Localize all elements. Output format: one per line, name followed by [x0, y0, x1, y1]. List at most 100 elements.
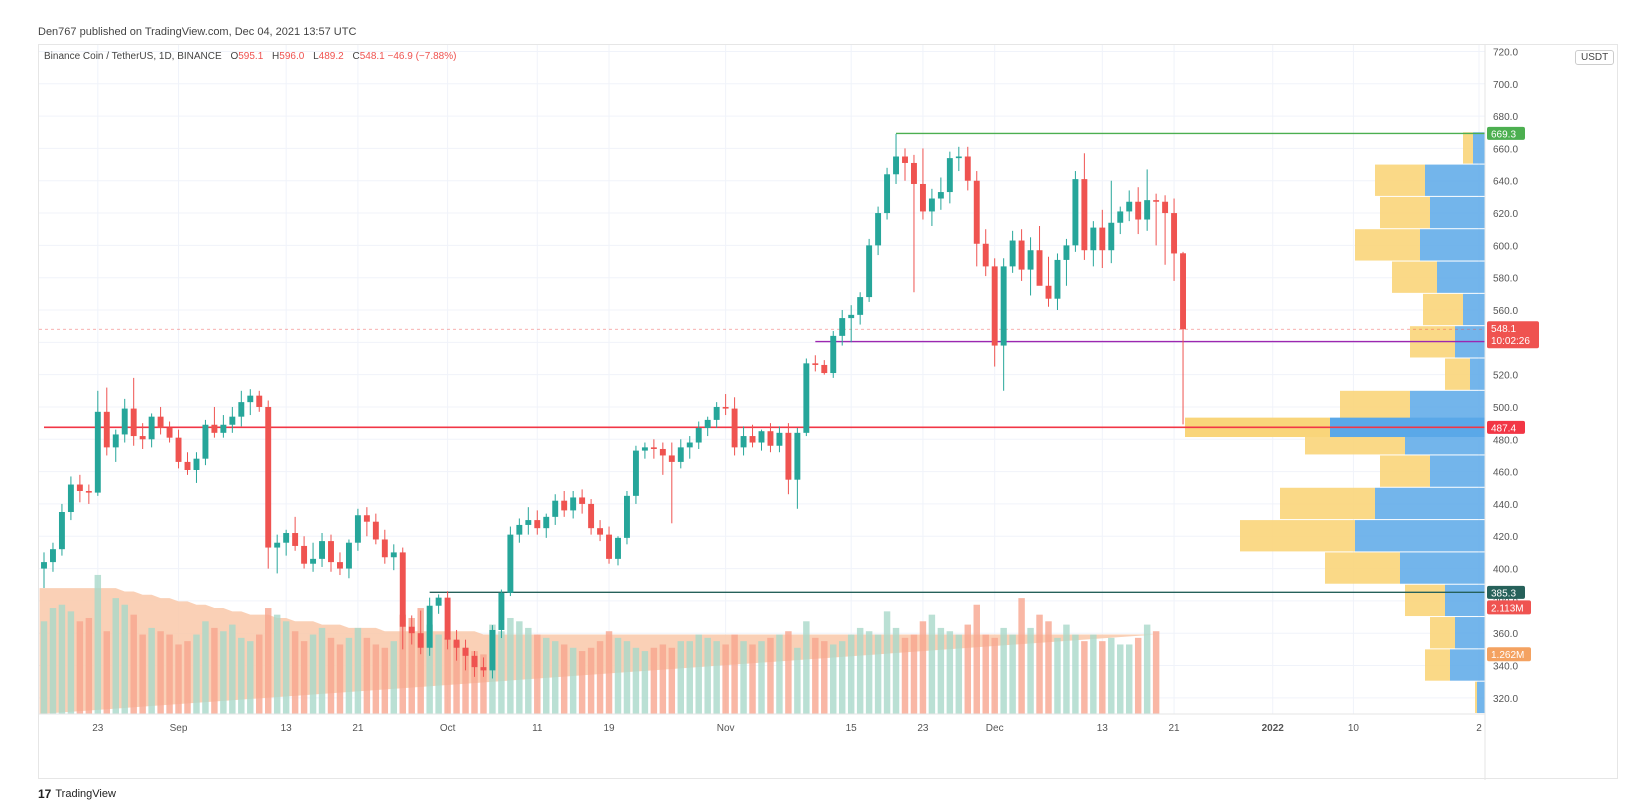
candle-body	[588, 503, 595, 529]
volume-bar	[874, 634, 882, 714]
candle-body	[624, 495, 630, 538]
candle-body	[58, 512, 65, 550]
high-label: H	[272, 51, 280, 62]
volume-bar	[722, 644, 729, 714]
candle-body	[310, 558, 317, 564]
level-price-badge-bg	[1487, 126, 1525, 140]
candle-body	[695, 427, 702, 443]
candle-body	[435, 597, 442, 606]
volume-bar	[964, 624, 972, 714]
volume-bar	[525, 627, 532, 714]
time-tick-label: Nov	[717, 723, 735, 734]
volume-bar	[1152, 631, 1160, 714]
volume-profile-up	[1430, 196, 1485, 229]
volume-bar	[273, 614, 281, 714]
time-tick-label: 13	[1097, 723, 1109, 734]
candle-body	[85, 491, 92, 493]
volume-bar	[76, 621, 84, 714]
candle-body	[722, 406, 729, 409]
last-price-badge: 548.1	[1491, 324, 1516, 335]
candle-body	[561, 500, 568, 511]
volume-profile-up	[1450, 649, 1485, 681]
volume-bar	[417, 608, 424, 714]
symbol-name: Binance Coin / TetherUS, 1D, BINANCE	[44, 51, 222, 62]
volume-bar	[740, 641, 747, 714]
price-tick-label: 620.0	[1493, 209, 1518, 220]
volume-bar	[982, 634, 989, 714]
volume-bar	[139, 634, 146, 714]
candle-body	[1162, 201, 1169, 214]
volume-profile-down	[1325, 552, 1400, 584]
volume-bar	[462, 647, 469, 714]
volume-bar	[309, 634, 317, 714]
candle-body	[354, 515, 361, 543]
chart-frame[interactable]: 320.0340.0360.0380.0400.0420.0440.0460.0…	[38, 44, 1619, 780]
volume-bar	[856, 627, 864, 714]
candle-body	[794, 432, 801, 480]
volume-badge-bg	[1487, 647, 1531, 662]
volume-bar	[1009, 634, 1016, 714]
volume-bar	[596, 641, 604, 714]
candle-body	[238, 402, 245, 417]
candle-body	[982, 243, 989, 267]
price-tick-label: 360.0	[1493, 629, 1518, 640]
candle-body	[67, 484, 74, 513]
candle-body	[130, 408, 137, 437]
candle-body	[516, 524, 523, 535]
volume-bar	[507, 617, 514, 714]
time-tick-label: 2022	[1262, 723, 1285, 734]
candle-body	[928, 198, 935, 212]
volume-bar	[865, 631, 873, 714]
time-tick-label: 23	[917, 723, 929, 734]
volume-bar	[390, 641, 398, 714]
currency-button[interactable]: USDT	[1575, 50, 1615, 65]
candle-body	[776, 432, 783, 446]
volume-bar	[919, 621, 927, 714]
candle-body	[157, 416, 164, 428]
candle-body	[552, 500, 559, 517]
volume-bar	[264, 608, 272, 714]
volume-bar	[408, 617, 415, 714]
candle-body	[462, 647, 469, 656]
candle-body	[193, 458, 200, 470]
price-chart[interactable]: 320.0340.0360.0380.0400.0420.0440.0460.0…	[39, 45, 1619, 780]
volume-bar	[587, 647, 595, 714]
candle-body	[1153, 200, 1160, 202]
price-tick-label: 320.0	[1493, 694, 1518, 705]
volume-bar	[767, 637, 774, 714]
volume-bar	[229, 624, 236, 714]
candle-body	[803, 363, 810, 433]
change-value: −46.9 (−7.88%)	[387, 51, 457, 62]
candle-body	[166, 427, 173, 438]
close-label: C	[352, 51, 360, 62]
volume-bar	[892, 627, 900, 714]
candle-body	[1054, 259, 1061, 299]
candle-body	[570, 497, 577, 511]
candle-body	[265, 406, 272, 548]
volume-profile-up	[1420, 229, 1485, 261]
volume-bar	[435, 634, 442, 714]
volume-bar	[184, 641, 191, 714]
tradingview-brand[interactable]: 17 TradingView	[38, 787, 116, 801]
volume-profile-up	[1455, 617, 1485, 649]
volume-bar	[94, 574, 102, 714]
volume-bar	[973, 604, 980, 714]
volume-bar	[605, 631, 613, 714]
time-tick-label: 11	[532, 723, 543, 734]
candle-body	[202, 424, 209, 459]
candle-body	[919, 183, 926, 212]
volume-bar	[946, 631, 954, 714]
open-value: 595.1	[238, 51, 264, 62]
price-tick-label: 340.0	[1493, 662, 1518, 673]
candle-body	[345, 542, 352, 569]
volume-bar	[659, 644, 667, 714]
time-tick-label: 13	[281, 723, 293, 734]
volume-bar	[955, 634, 963, 714]
candle-body	[247, 395, 254, 403]
volume-bar	[677, 641, 685, 714]
volume-bar	[569, 647, 577, 714]
candle-body	[668, 455, 675, 462]
level-price-badge: 385.3	[1491, 588, 1516, 599]
candle-body	[1180, 253, 1186, 330]
volume-bar	[318, 627, 326, 714]
